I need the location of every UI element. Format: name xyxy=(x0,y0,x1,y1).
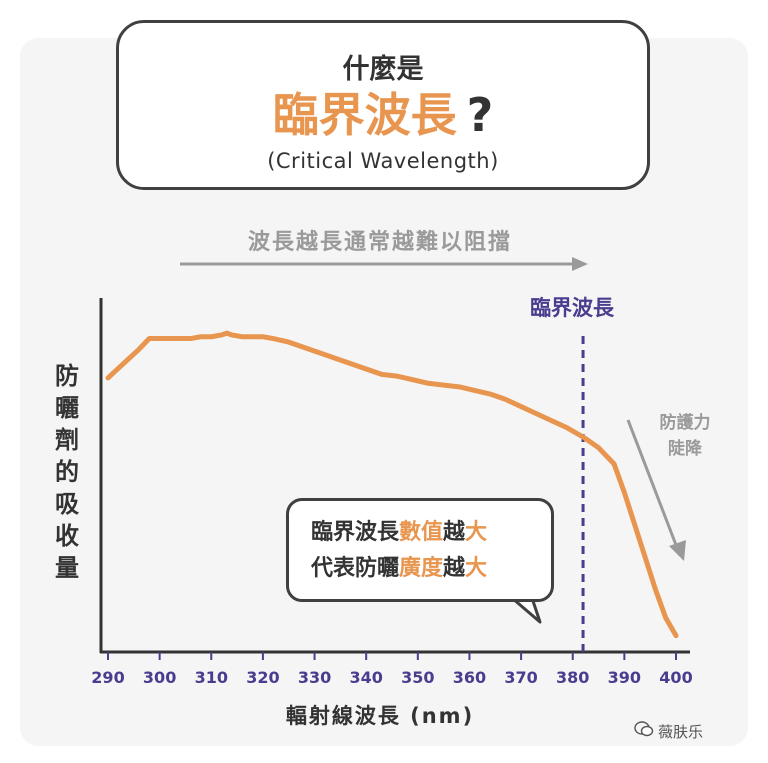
bubble-highlight: 廣度 xyxy=(399,556,444,581)
x-tick-label: 320 xyxy=(246,668,279,687)
bubble-text: 代表防曬 xyxy=(311,556,400,581)
y-axis-label-char: 吸 xyxy=(55,490,79,518)
title-box: 什麼是 臨界波長? (Critical Wavelength) xyxy=(116,20,650,190)
x-tick-label: 290 xyxy=(91,668,124,687)
bubble-highlight: 大 xyxy=(465,520,488,545)
direction-arrow-head xyxy=(572,257,588,271)
y-axis-label-char: 量 xyxy=(55,554,79,582)
y-axis-label-char: 曬 xyxy=(55,394,79,422)
x-tick-label: 380 xyxy=(556,668,589,687)
y-axis-label-char: 的 xyxy=(55,458,79,486)
speech-bubble: 臨界波長數值越大 代表防曬廣度越大 xyxy=(286,498,554,602)
bubble-highlight: 大 xyxy=(465,556,488,581)
protection-drop-line-2: 陡降 xyxy=(668,439,702,459)
title-main: 臨界波長 xyxy=(272,88,457,142)
drop-arrow-line xyxy=(626,419,678,546)
bubble-text: 越 xyxy=(443,556,466,581)
title-subtitle: (Critical Wavelength) xyxy=(267,149,499,173)
drop-arrow-head xyxy=(669,540,686,561)
protection-drop-label: 防護力 陡降 xyxy=(650,410,720,462)
bubble-text: 越 xyxy=(443,520,466,545)
absorbance-curve xyxy=(105,330,679,639)
x-tick-label: 400 xyxy=(659,668,692,687)
x-tick-label: 350 xyxy=(401,668,434,687)
wechat-icon xyxy=(634,721,654,737)
x-tick-label: 360 xyxy=(453,668,486,687)
critical-wavelength-label: 臨界波長 xyxy=(530,296,614,320)
x-tick-label: 340 xyxy=(349,668,382,687)
y-axis-label-char: 劑 xyxy=(55,426,79,454)
bubble-line-2: 代表防曬廣度越大 xyxy=(311,551,551,587)
x-tick-label: 330 xyxy=(298,668,331,687)
title-line-1: 什麼是 xyxy=(342,54,424,85)
protection-drop-line-1: 防護力 xyxy=(659,413,711,433)
bubble-line-1: 臨界波長數值越大 xyxy=(311,515,551,551)
title-line-2: 臨界波長? xyxy=(119,85,647,145)
y-axis-label-char: 收 xyxy=(55,522,79,550)
wavelength-arrow-label: 波長越長通常越難以阻擋 xyxy=(247,230,512,255)
watermark: 薇肤乐 xyxy=(658,723,704,741)
y-axis-label: 防曬劑的吸收量 xyxy=(52,360,82,584)
x-tick-label: 390 xyxy=(608,668,641,687)
y-axis-label-char: 防 xyxy=(55,362,79,390)
bubble-text: 臨界波長 xyxy=(311,520,400,545)
x-tick-label: 370 xyxy=(504,668,537,687)
x-tick-label: 310 xyxy=(195,668,228,687)
x-tick-label: 300 xyxy=(143,668,176,687)
x-axis-label: 輻射線波長 (nm) xyxy=(285,704,475,728)
title-question-mark: ? xyxy=(466,88,494,142)
bubble-highlight: 數值 xyxy=(399,520,444,545)
